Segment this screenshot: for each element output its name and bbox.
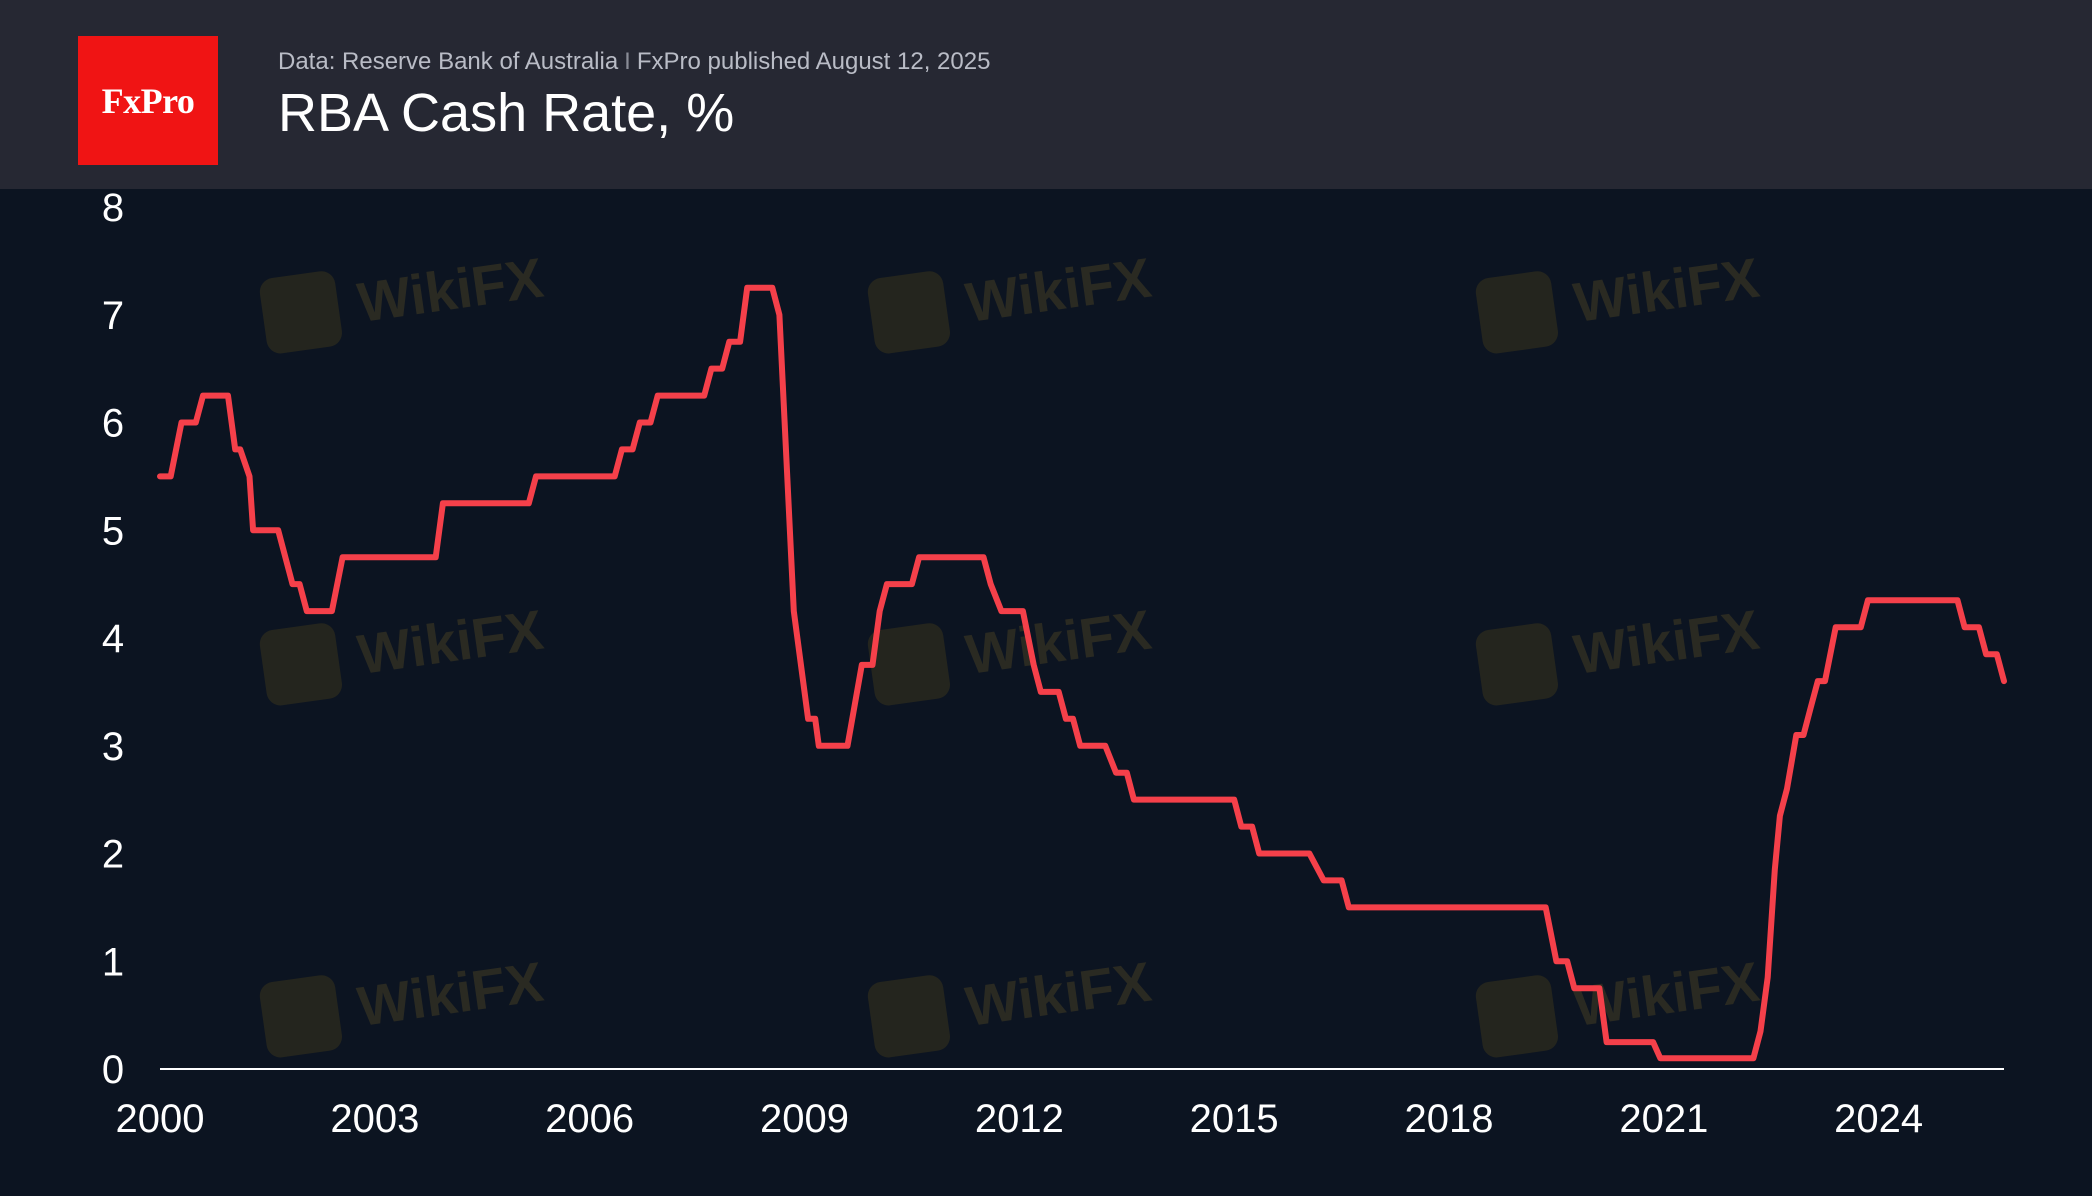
y-tick-label: 0 bbox=[102, 1048, 124, 1092]
x-tick-label: 2024 bbox=[1834, 1097, 1923, 1141]
x-tick-label: 2000 bbox=[116, 1097, 205, 1141]
x-tick-label: 2012 bbox=[975, 1097, 1064, 1141]
watermark-text: WikiFX bbox=[1570, 246, 1763, 334]
x-axis-ticks: 2000 2003 2006 2009 2012 2015 2018 2021 2024 bbox=[116, 1097, 1924, 1141]
watermark-2: WikiFX bbox=[1475, 246, 1763, 354]
source-line: Data: Reserve Bank of Australia I FxPro pu… bbox=[278, 48, 990, 76]
y-tick-label: 6 bbox=[102, 402, 124, 446]
watermark-6: WikiFX bbox=[259, 950, 547, 1058]
watermark-text: WikiFX bbox=[1570, 598, 1763, 686]
watermark-logo-icon bbox=[867, 975, 951, 1058]
y-axis-ticks: 0 1 2 3 4 5 6 7 8 bbox=[102, 186, 124, 1092]
watermark-text: WikiFX bbox=[354, 246, 547, 334]
fxpro-logo: FxPro bbox=[78, 36, 218, 165]
watermark-logo-icon bbox=[1475, 271, 1559, 354]
watermarks: WikiFX WikiFX WikiFX WikiFX WikiFX WikiFX Wiki… bbox=[259, 246, 1763, 1058]
header-bar: FxPro Data: Reserve Bank of Australia I Fx… bbox=[0, 0, 2092, 189]
y-tick-label: 4 bbox=[102, 617, 124, 661]
source-separator: I bbox=[624, 48, 631, 75]
watermark-text: WikiFX bbox=[962, 598, 1155, 686]
x-tick-label: 2003 bbox=[330, 1097, 419, 1141]
x-tick-label: 2009 bbox=[760, 1097, 849, 1141]
watermark-text: WikiFX bbox=[354, 950, 547, 1038]
series-line-0 bbox=[157, 284, 2007, 1062]
watermark-3: WikiFX bbox=[259, 598, 547, 706]
watermark-logo-icon bbox=[259, 623, 343, 706]
watermark-logo-icon bbox=[259, 271, 343, 354]
x-tick-label: 2006 bbox=[545, 1097, 634, 1141]
y-tick-label: 3 bbox=[102, 725, 124, 769]
x-tick-label: 2015 bbox=[1190, 1097, 1279, 1141]
watermark-logo-icon bbox=[1475, 975, 1559, 1058]
watermark-text: WikiFX bbox=[354, 598, 547, 686]
y-tick-label: 5 bbox=[102, 509, 124, 553]
watermark-5: WikiFX bbox=[1475, 598, 1763, 706]
data-source: Data: Reserve Bank of Australia bbox=[278, 48, 619, 75]
y-tick-label: 7 bbox=[102, 294, 124, 338]
y-tick-label: 1 bbox=[102, 940, 124, 984]
watermark-logo-icon bbox=[867, 623, 951, 706]
chart-title: RBA Cash Rate, % bbox=[278, 83, 735, 143]
watermark-0: WikiFX bbox=[259, 246, 547, 354]
watermark-text: WikiFX bbox=[962, 246, 1155, 334]
watermark-7: WikiFX bbox=[867, 950, 1155, 1058]
x-tick-label: 2021 bbox=[1619, 1097, 1708, 1141]
logo-text: FxPro bbox=[101, 80, 195, 121]
published-date: FxPro published August 12, 2025 bbox=[636, 48, 991, 75]
series-group bbox=[157, 284, 2007, 1062]
y-tick-label: 2 bbox=[102, 833, 124, 877]
y-tick-label: 8 bbox=[102, 186, 124, 230]
x-tick-label: 2018 bbox=[1405, 1097, 1494, 1141]
watermark-text: WikiFX bbox=[962, 950, 1155, 1038]
watermark-1: WikiFX bbox=[867, 246, 1155, 354]
watermark-logo-icon bbox=[867, 271, 951, 354]
watermark-logo-icon bbox=[1475, 623, 1559, 706]
watermark-logo-icon bbox=[259, 975, 343, 1058]
